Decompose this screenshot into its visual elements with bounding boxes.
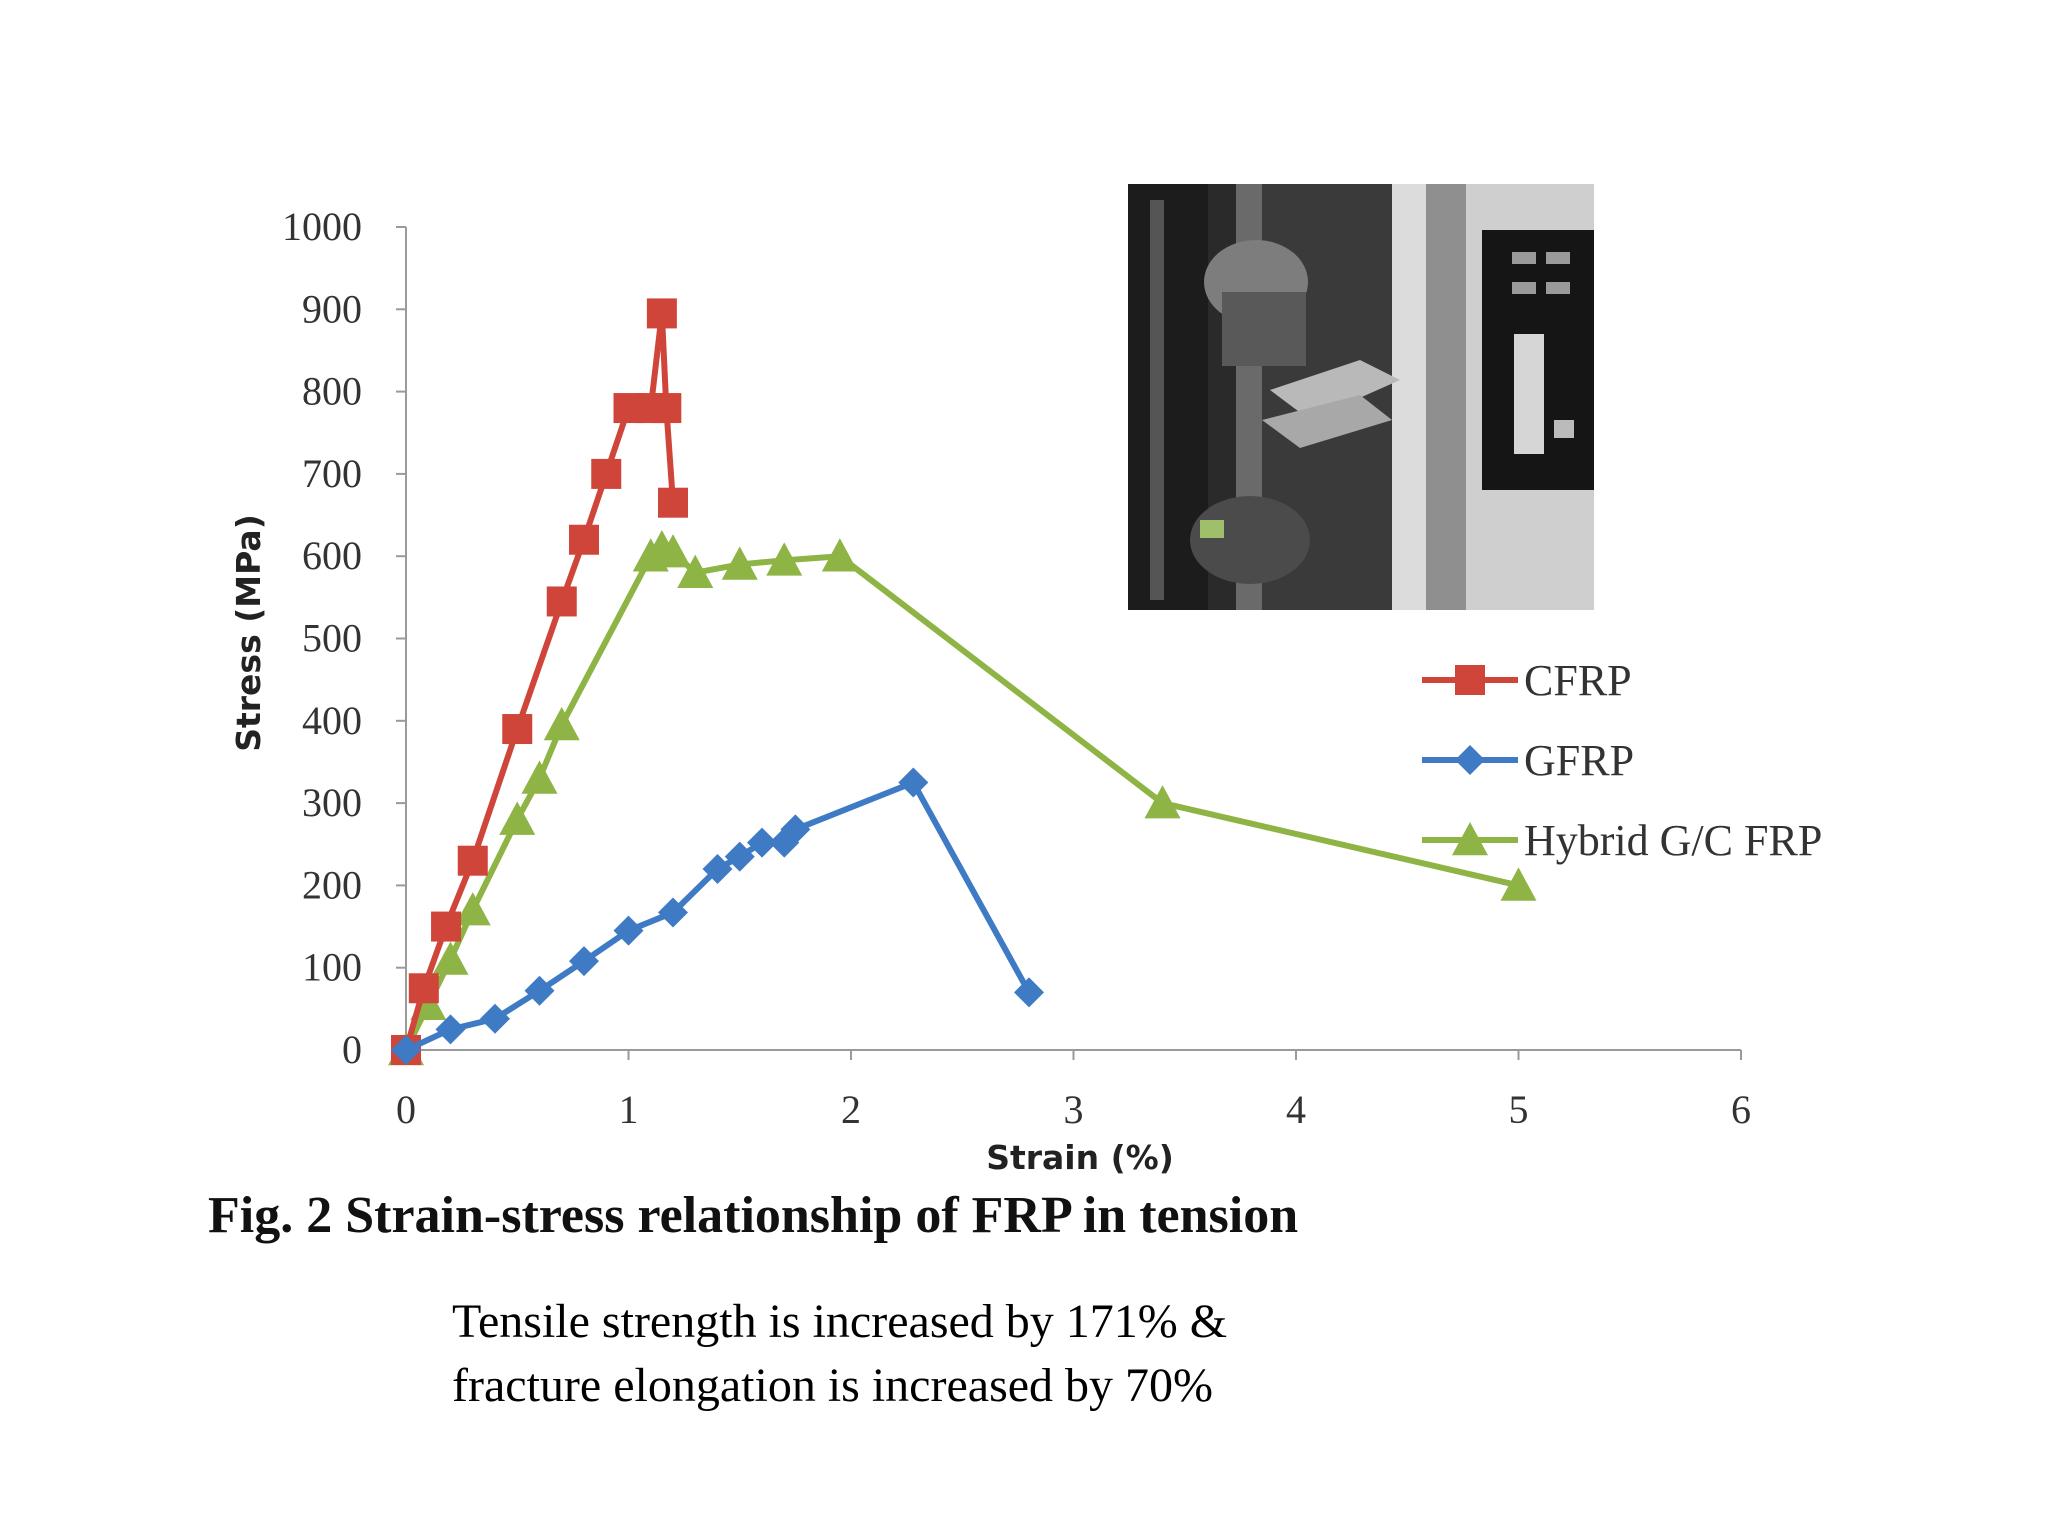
data-point [499, 801, 536, 835]
series-line [403, 544, 1520, 1052]
x-tick-label: 1 [619, 1087, 639, 1132]
data-point [724, 841, 755, 872]
data-point [391, 1035, 421, 1065]
y-tick-label: 1000 [282, 204, 362, 249]
y-axis-title: Stress (MPa) [229, 514, 268, 752]
x-tick-label: 4 [1286, 1087, 1306, 1132]
data-point [651, 393, 682, 424]
y-tick-label: 900 [302, 286, 362, 331]
data-point [431, 911, 462, 942]
y-tick-label: 800 [302, 369, 362, 414]
data-point [569, 946, 599, 977]
data-point [1144, 785, 1181, 819]
data-point [543, 706, 580, 741]
note-text: Tensile strength is increased by 171% & … [452, 1290, 1227, 1418]
note-line-1: Tensile strength is increased by 171% & [452, 1295, 1228, 1348]
legend-label: Hybrid G/C FRP [1524, 816, 1822, 865]
data-point [1500, 867, 1537, 901]
data-point [658, 897, 688, 928]
legend-entry: Hybrid G/C FRP [1422, 816, 1822, 865]
data-point [646, 298, 677, 329]
tensile-testing-machine-photo [1128, 184, 1594, 610]
y-tick-label: 0 [342, 1027, 362, 1072]
x-tick-label: 5 [1509, 1087, 1529, 1132]
series-layer [388, 298, 1537, 1066]
data-point [591, 458, 622, 489]
data-point [821, 538, 858, 572]
data-point [435, 1014, 466, 1045]
x-tick-label: 0 [396, 1087, 416, 1132]
data-point [677, 554, 714, 588]
series-gfrp [391, 767, 1044, 1065]
data-point [569, 524, 599, 555]
y-tick-label: 400 [302, 698, 362, 743]
data-point [408, 973, 439, 1004]
data-point [747, 827, 777, 858]
data-point [432, 941, 469, 975]
legend-marker [1455, 745, 1485, 775]
data-point [613, 915, 644, 946]
legend-marker [1455, 665, 1485, 695]
chart-axes: 0 100 200 300 400 500 600 700 800 900 1000 0 1 2 3 4 5 6 [282, 204, 1751, 1132]
legend-marker [1452, 822, 1488, 856]
data-point [780, 814, 811, 845]
x-tick-label: 6 [1731, 1087, 1751, 1132]
data-point [480, 1003, 510, 1034]
y-tick-label: 700 [302, 451, 362, 496]
data-point [658, 487, 688, 518]
x-axis-ticks: 0 1 2 3 4 5 6 [396, 1050, 1751, 1132]
data-point [521, 760, 558, 794]
x-axis-title: Strain (%) [986, 1138, 1174, 1177]
x-tick-label: 2 [841, 1087, 861, 1132]
y-axis-ticks: 0 100 200 300 400 500 600 700 800 900 1000 [282, 204, 406, 1072]
data-point [721, 546, 758, 580]
data-point [502, 714, 533, 745]
y-tick-label: 300 [302, 780, 362, 825]
y-tick-label: 200 [302, 862, 362, 907]
legend-label: GFRP [1524, 736, 1634, 785]
data-point [457, 845, 488, 876]
data-point [1014, 977, 1044, 1008]
series-hybrid-g-c-frp [388, 529, 1537, 1066]
data-point [655, 534, 691, 568]
y-tick-label: 600 [302, 533, 362, 578]
legend-entry: GFRP [1422, 736, 1634, 785]
data-point [766, 542, 803, 576]
data-point [546, 586, 577, 617]
chart-legend: CFRP GFRP Hybrid G/C FRP [1422, 656, 1822, 865]
y-tick-label: 100 [302, 945, 362, 990]
legend-label: CFRP [1524, 656, 1632, 705]
data-point [454, 892, 491, 926]
figure-caption: Fig. 2 Strain-stress relationship of FRP… [208, 1187, 1299, 1244]
x-tick-label: 3 [1064, 1087, 1084, 1132]
legend-entry: CFRP [1422, 656, 1632, 705]
note-line-2: fracture elongation is increased by 70% [452, 1359, 1214, 1412]
data-point [524, 975, 555, 1006]
series-cfrp [391, 298, 688, 1065]
y-tick-label: 500 [302, 616, 362, 661]
data-point [898, 767, 929, 798]
data-point [702, 853, 733, 884]
